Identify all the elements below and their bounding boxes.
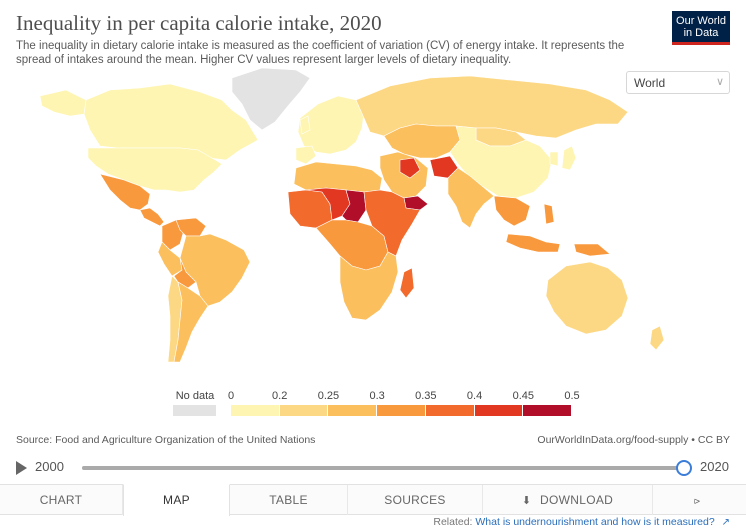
region-east-africa[interactable]: [363, 189, 421, 257]
region-argentina[interactable]: [173, 281, 209, 363]
region-southeast-asia[interactable]: [493, 195, 531, 227]
region-philippines[interactable]: [543, 203, 555, 225]
chevron-down-icon: ∨: [715, 76, 724, 88]
region-mexico[interactable]: [99, 173, 151, 211]
legend-tick-label: 0.2: [272, 390, 288, 402]
region-japan[interactable]: [561, 145, 577, 171]
legend-no-data-swatch: [173, 405, 216, 416]
tab-sources-label: SOURCES: [384, 493, 446, 507]
source-note: Source: Food and Agriculture Organizatio…: [16, 434, 316, 446]
share-icon: ⪧: [693, 495, 701, 507]
related-article: Related: What is undernourishment and ho…: [433, 516, 730, 528]
region-iberia[interactable]: [295, 145, 317, 165]
external-link-icon: ↗: [721, 517, 730, 528]
legend-bin-swatch[interactable]: [425, 405, 474, 416]
region-iran[interactable]: [399, 157, 421, 179]
tab-share[interactable]: ⪧: [653, 485, 746, 515]
download-icon: ⬇: [521, 495, 532, 507]
tab-download-label: DOWNLOAD: [540, 493, 614, 507]
region-madagascar[interactable]: [399, 267, 415, 299]
region-southern-africa[interactable]: [339, 251, 399, 321]
region-new-zealand[interactable]: [649, 325, 665, 351]
legend-no-data-label: No data: [175, 390, 215, 402]
region-peru[interactable]: [157, 241, 183, 277]
region-canada[interactable]: [83, 83, 259, 161]
world-map[interactable]: [0, 64, 746, 382]
legend-tick-label: 0.4: [466, 390, 483, 402]
region-central-america[interactable]: [139, 207, 165, 227]
legend-bin-swatch[interactable]: [328, 405, 377, 416]
tab-chart-label: CHART: [39, 493, 83, 507]
chart-header: Inequality in per capita calorie intake,…: [16, 10, 656, 67]
owid-logo[interactable]: Our World in Data: [672, 11, 730, 45]
region-europe[interactable]: [297, 95, 365, 155]
timeline-handle[interactable]: [676, 460, 692, 476]
play-icon[interactable]: [16, 461, 27, 475]
region-india[interactable]: [447, 167, 495, 229]
legend-tick-label: 0.25: [317, 390, 340, 402]
timeline: 2000 2020: [0, 457, 746, 479]
related-prefix: Related:: [433, 516, 473, 528]
logo-line2: in Data: [683, 27, 719, 39]
region-yemen[interactable]: [403, 195, 429, 211]
region-uk[interactable]: [299, 115, 311, 135]
region-korea[interactable]: [549, 151, 559, 167]
tab-bar: CHART MAP TABLE SOURCES ⬇ DOWNLOAD ⪧: [0, 484, 746, 516]
color-legend: No data 0 0.2 0.25 0.3 0.35 0.4 0.45 0.5: [0, 384, 746, 420]
region-usa[interactable]: [87, 147, 223, 193]
tab-map[interactable]: MAP: [123, 484, 230, 516]
entity-selector-value: World: [634, 76, 666, 90]
legend-tick-label: 0.35: [415, 390, 437, 402]
timeline-fill: [82, 466, 684, 470]
tab-table[interactable]: TABLE: [230, 485, 348, 515]
legend-bin-swatch[interactable]: [377, 405, 425, 416]
tab-map-label: MAP: [163, 493, 190, 507]
region-png[interactable]: [573, 243, 611, 257]
chart-subtitle: The inequality in dietary calorie intake…: [16, 40, 625, 66]
logo-line1: Our World: [676, 15, 726, 27]
region-indonesia[interactable]: [505, 233, 561, 253]
region-alaska[interactable]: [39, 89, 87, 117]
legend-tick-label: 0: [227, 390, 235, 402]
tab-sources[interactable]: SOURCES: [348, 485, 483, 515]
region-greenland[interactable]: [231, 67, 311, 131]
chart-title: Inequality in per capita calorie intake,…: [16, 11, 382, 35]
timeline-start-year: 2000: [35, 459, 64, 474]
tab-download[interactable]: ⬇ DOWNLOAD: [483, 485, 653, 515]
entity-selector[interactable]: World ∨: [626, 71, 730, 94]
tab-table-label: TABLE: [269, 493, 308, 507]
timeline-track[interactable]: [82, 466, 684, 470]
logo-accent-bar: [672, 42, 730, 45]
timeline-end-year: 2020: [700, 459, 729, 474]
region-china[interactable]: [449, 125, 553, 199]
legend-bin-swatch[interactable]: [523, 405, 571, 416]
legend-tick-label: 0.45: [512, 390, 534, 402]
legend-bin-swatch[interactable]: [474, 405, 523, 416]
legend-bin-swatch[interactable]: [231, 405, 279, 416]
region-north-africa[interactable]: [293, 161, 383, 193]
tab-chart[interactable]: CHART: [0, 485, 123, 515]
region-australia[interactable]: [545, 261, 629, 335]
related-link[interactable]: What is undernourishment and how is it m…: [475, 516, 715, 528]
legend-tick-label: 0.3: [369, 390, 385, 402]
legend-bin-swatch[interactable]: [279, 405, 328, 416]
cite-note[interactable]: OurWorldInData.org/food-supply • CC BY: [537, 434, 730, 446]
legend-tick-label: 0.5: [564, 390, 580, 402]
